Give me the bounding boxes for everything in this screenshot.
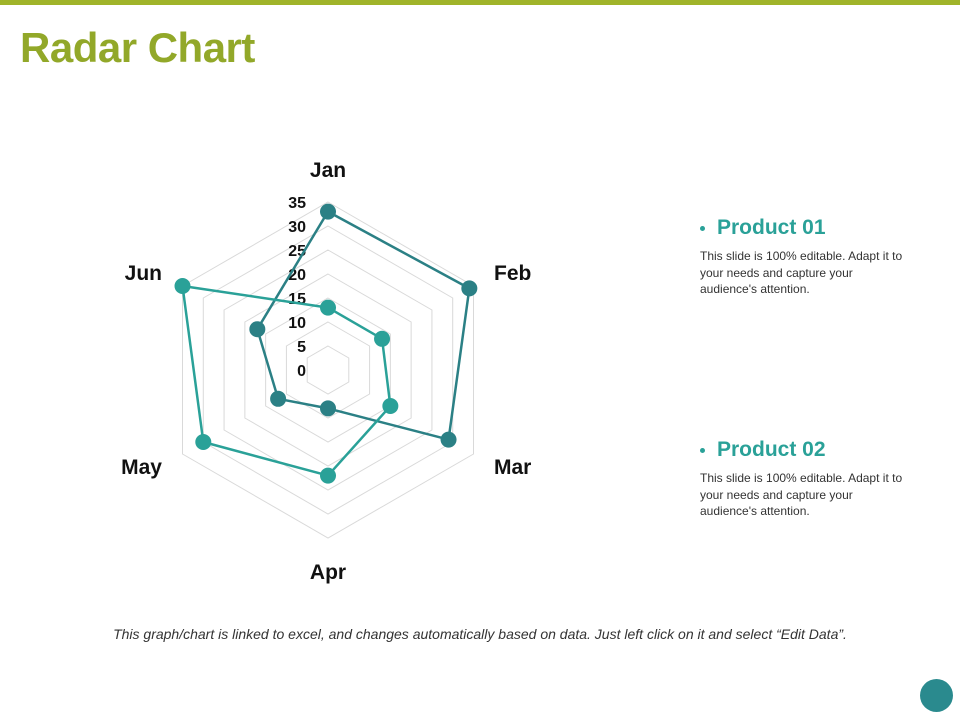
grid-ring: [182, 201, 474, 539]
radial-tick-label: 30: [288, 219, 306, 236]
series-layer: [174, 203, 478, 484]
category-label: Apr: [310, 561, 346, 584]
category-label: Feb: [494, 262, 531, 285]
grid-ring: [265, 297, 391, 443]
radar-grid: [182, 201, 474, 539]
data-point-marker[interactable]: [174, 278, 191, 294]
category-label: Jan: [310, 159, 346, 182]
legend-item-product-01[interactable]: Product 01 This slide is 100% editable. …: [700, 216, 910, 298]
data-point-marker[interactable]: [320, 203, 336, 220]
radial-tick-label: 15: [288, 291, 306, 308]
data-point-marker[interactable]: [195, 434, 212, 450]
legend-bullet: [700, 225, 705, 231]
category-label: Jun: [125, 262, 162, 285]
top-accent-bar: [0, 0, 960, 5]
corner-decoration-dot: [920, 679, 953, 712]
grid-ring: [285, 321, 371, 419]
data-point-marker[interactable]: [461, 280, 478, 297]
radial-tick-label: 0: [297, 363, 306, 380]
data-point-marker[interactable]: [249, 321, 266, 338]
grid-ring: [244, 273, 412, 467]
slide-title: Radar Chart: [20, 24, 255, 71]
data-point-marker[interactable]: [320, 467, 336, 484]
radial-tick-label: 5: [297, 339, 306, 356]
radial-tick-label: 10: [288, 315, 306, 332]
legend-bullet: [700, 447, 705, 453]
category-label: May: [121, 456, 162, 479]
category-label: Mar: [494, 456, 531, 479]
grid-ring: [306, 345, 350, 395]
data-point-marker[interactable]: [320, 299, 336, 316]
legend-description: This slide is 100% editable. Adapt it to…: [700, 249, 903, 296]
legend-item-product-02[interactable]: Product 02 This slide is 100% editable. …: [700, 438, 910, 520]
footer-note: This graph/chart is linked to excel, and…: [113, 626, 847, 642]
grid-ring: [202, 225, 454, 515]
category-labels: Jan Feb Mar Apr May Jun: [121, 159, 531, 584]
legend-label: Product 02: [717, 438, 826, 461]
legend-label: Product 01: [717, 216, 826, 239]
data-point-marker[interactable]: [382, 398, 399, 414]
data-point-marker[interactable]: [440, 431, 457, 448]
radial-tick-label: 35: [288, 195, 306, 212]
data-point-marker[interactable]: [320, 400, 336, 417]
legend-description: This slide is 100% editable. Adapt it to…: [700, 471, 903, 518]
grid-ring: [223, 249, 433, 491]
data-point-marker[interactable]: [270, 390, 287, 407]
data-point-marker[interactable]: [374, 330, 391, 347]
